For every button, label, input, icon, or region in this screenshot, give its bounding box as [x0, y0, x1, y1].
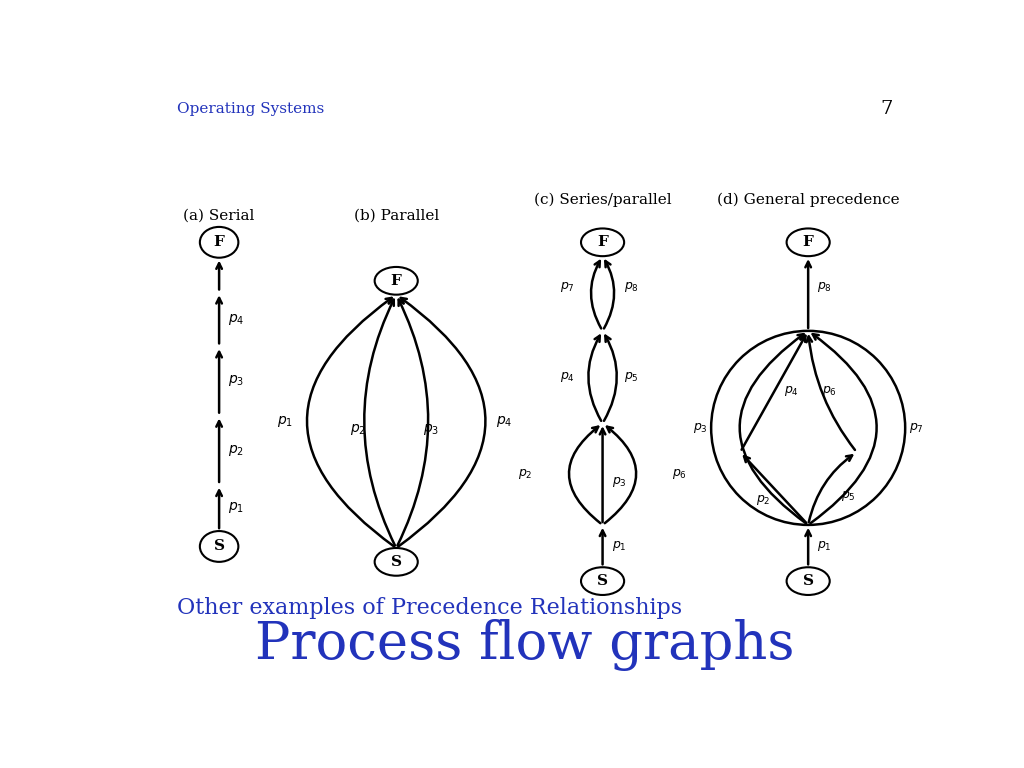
Text: $p_1$: $p_1$: [611, 539, 627, 553]
Text: $p_3$: $p_3$: [423, 422, 439, 436]
Text: F: F: [597, 235, 608, 250]
Text: $p_6$: $p_6$: [672, 467, 687, 481]
Text: $p_8$: $p_8$: [625, 280, 639, 293]
Text: $p_2$: $p_2$: [756, 493, 771, 507]
Text: (b) Parallel: (b) Parallel: [353, 208, 439, 223]
Text: $p_1$: $p_1$: [817, 539, 833, 553]
Text: F: F: [803, 235, 814, 250]
Text: Other examples of Precedence Relationships: Other examples of Precedence Relationshi…: [177, 597, 682, 619]
Text: (a) Serial: (a) Serial: [183, 208, 255, 223]
Text: $p_1$: $p_1$: [276, 414, 293, 429]
Text: $p_2$: $p_2$: [349, 422, 366, 436]
Text: Process flow graphs: Process flow graphs: [255, 619, 795, 671]
Text: $p_3$: $p_3$: [693, 421, 708, 435]
Text: S: S: [391, 554, 401, 569]
Text: $p_2$: $p_2$: [518, 467, 532, 481]
Text: (d) General precedence: (d) General precedence: [717, 193, 899, 207]
Text: S: S: [214, 539, 224, 554]
Text: $p_5$: $p_5$: [625, 370, 639, 384]
Text: S: S: [597, 574, 608, 588]
Text: $p_3$: $p_3$: [228, 373, 245, 389]
Text: F: F: [214, 235, 224, 250]
Text: (c) Series/parallel: (c) Series/parallel: [534, 193, 672, 207]
Text: $p_2$: $p_2$: [228, 442, 245, 458]
Text: $p_6$: $p_6$: [822, 385, 838, 399]
Text: S: S: [803, 574, 814, 588]
Text: Operating Systems: Operating Systems: [177, 102, 324, 116]
Text: F: F: [391, 274, 401, 288]
Text: $p_4$: $p_4$: [560, 370, 575, 384]
Text: $p_7$: $p_7$: [908, 421, 924, 435]
Text: $p_7$: $p_7$: [560, 280, 575, 293]
Text: $p_4$: $p_4$: [228, 312, 245, 327]
Text: $p_4$: $p_4$: [783, 385, 799, 399]
Text: $p_5$: $p_5$: [841, 489, 856, 503]
Text: $p_4$: $p_4$: [496, 414, 512, 429]
Text: $p_8$: $p_8$: [817, 280, 833, 293]
Text: $p_3$: $p_3$: [611, 475, 627, 488]
Text: 7: 7: [881, 100, 893, 118]
Text: $p_1$: $p_1$: [228, 501, 245, 515]
